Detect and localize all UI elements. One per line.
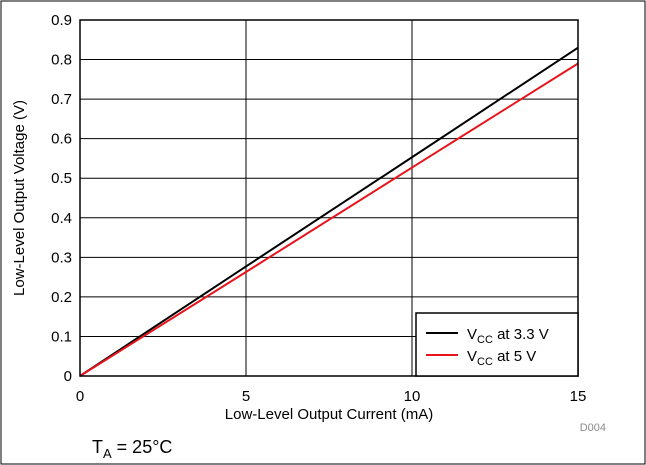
y-tick-labels: 0 0.1 0.2 0.3 0.4 0.5 0.6 0.7 0.8 0.9 xyxy=(51,12,72,385)
x-tick-label: 15 xyxy=(570,388,587,405)
y-tick-label: 0.2 xyxy=(51,289,72,306)
legend-box xyxy=(415,312,579,377)
y-tick-label: 0.7 xyxy=(51,91,72,108)
y-tick-label: 0.4 xyxy=(51,210,72,227)
condition-label: TA = 25°C xyxy=(92,437,172,461)
series-line-1 xyxy=(79,62,579,377)
y-tick-label: 0.5 xyxy=(51,170,72,187)
series-line-0 xyxy=(79,46,579,377)
legend-label-0: VCC at 3.3 V xyxy=(467,326,549,346)
y-tick-label: 0.1 xyxy=(51,328,72,345)
y-tick-label: 0 xyxy=(64,368,72,385)
figure-code: D004 xyxy=(580,422,606,434)
y-tick-label: 0.8 xyxy=(51,52,72,69)
series-lines xyxy=(79,46,579,377)
y-tick-label: 0.3 xyxy=(51,249,72,266)
x-tick-labels: 0 5 10 15 xyxy=(76,388,587,405)
x-tick-label: 10 xyxy=(404,388,421,405)
plot-area xyxy=(79,19,579,377)
y-tick-label: 0.6 xyxy=(51,131,72,148)
x-tick-label: 5 xyxy=(242,388,250,405)
y-axis-label: Low-Level Output Voltage (V) xyxy=(11,100,28,296)
y-tick-label: 0.9 xyxy=(51,12,72,29)
x-axis-label: Low-Level Output Current (mA) xyxy=(225,406,433,423)
plot-frame xyxy=(79,19,579,377)
legend-label-1: VCC at 5 V xyxy=(467,348,536,368)
x-tick-label: 0 xyxy=(76,388,84,405)
